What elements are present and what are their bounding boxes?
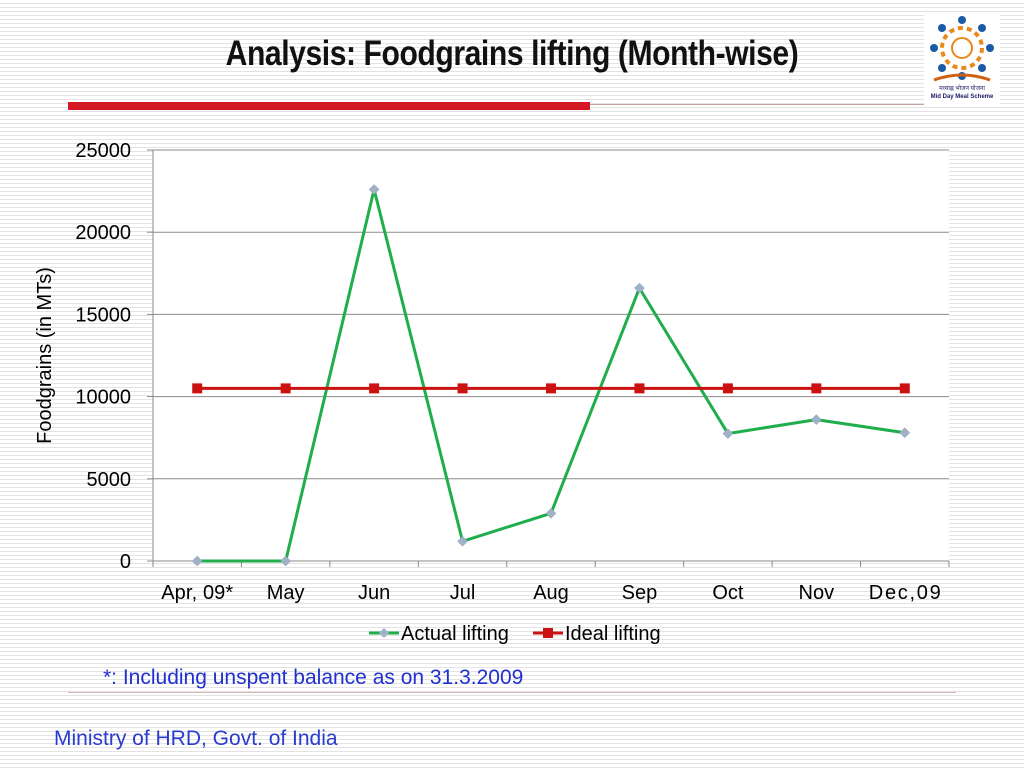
x-tick-label: Sep (622, 582, 658, 604)
y-axis-title: Foodgrains (in MTs) (34, 267, 56, 444)
y-tick-label: 10000 (75, 387, 131, 409)
logo-text-hindi: मध्याह्न भोजन योजना (939, 86, 985, 92)
data-point-ideal (899, 383, 910, 394)
y-tick-label: 20000 (75, 222, 131, 244)
data-point-ideal (722, 383, 733, 394)
x-tick-label: Aug (533, 582, 569, 604)
title-divider-line (590, 104, 956, 105)
x-tick-label: Dec,09 (869, 582, 941, 604)
logo-text-english: Mid Day Meal Scheme (930, 94, 994, 100)
footnote: *: Including unspent balance as on 31.3.… (103, 666, 524, 689)
legend-label-ideal: Ideal lifting (565, 623, 661, 645)
data-point-ideal (192, 383, 203, 394)
footer-divider-line (68, 692, 956, 693)
data-point-ideal (457, 383, 468, 394)
legend-label-actual: Actual lifting (401, 623, 509, 645)
x-tick-label: Jun (358, 582, 390, 604)
data-point-actual (722, 428, 734, 439)
data-point-actual (191, 555, 203, 567)
data-point-ideal (546, 383, 556, 394)
legend-marker-ideal (543, 628, 553, 638)
x-tick-label: Oct (712, 582, 744, 604)
x-tick-label: Jul (450, 582, 476, 604)
y-tick-label: 0 (120, 551, 131, 573)
foodgrains-line-chart: 0 5000 10000 15000 20000 25000 Apr, 09* May Jun J… (34, 140, 950, 645)
plot-area (153, 150, 949, 561)
y-tick-label: 5000 (87, 469, 132, 491)
data-point-actual (810, 414, 822, 425)
data-point-actual (634, 282, 645, 294)
data-point-ideal (280, 383, 291, 394)
y-tick-label: 25000 (75, 140, 131, 162)
data-point-ideal (369, 383, 380, 394)
data-point-actual (368, 184, 380, 195)
slide-title: Analysis: Foodgrains lifting (Month-wise… (225, 34, 799, 73)
data-point-ideal (634, 383, 645, 394)
title-accent-bar (68, 102, 590, 110)
data-point-actual (457, 535, 468, 547)
data-point-ideal (811, 383, 822, 394)
y-tick-label: 15000 (75, 304, 131, 326)
data-point-actual (280, 555, 292, 567)
x-tick-label: May (267, 582, 305, 604)
mid-day-meal-logo: मध्याह्न भोजन योजना Mid Day Meal Scheme (924, 14, 1000, 106)
mid-day-meal-emblem-icon (930, 16, 994, 82)
data-point-actual (899, 427, 911, 439)
ministry-footer: Ministry of HRD, Govt. of India (54, 727, 338, 750)
legend-marker-actual (379, 628, 389, 638)
x-tick-label: Apr, 09* (161, 582, 233, 604)
data-point-actual (545, 507, 557, 519)
x-tick-label: Nov (799, 582, 835, 604)
